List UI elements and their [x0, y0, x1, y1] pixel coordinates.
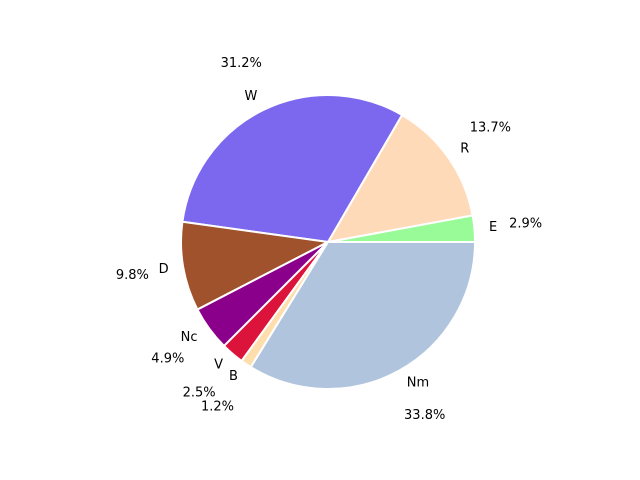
wedge-label: D — [159, 262, 169, 277]
wedge-label: V — [214, 357, 223, 372]
wedge-label: Nm — [407, 376, 429, 391]
percent-label: 13.7% — [470, 120, 511, 135]
pie-wedge — [327, 114, 474, 243]
percent-label: 33.8% — [404, 408, 445, 423]
wedge-label: R — [460, 142, 469, 157]
percent-label: 9.8% — [116, 268, 149, 283]
percent-label: 4.9% — [151, 352, 184, 367]
wedge-label: E — [489, 220, 497, 235]
percent-label: 1.2% — [201, 399, 234, 414]
pie-wedge — [249, 241, 476, 390]
pie-wedge — [181, 94, 404, 243]
wedge-label: Nc — [181, 330, 198, 345]
wedge-label: W — [244, 89, 257, 104]
wedge-label: B — [229, 369, 238, 384]
percent-label: 2.9% — [509, 216, 542, 231]
pie-wedge — [180, 220, 329, 311]
percent-label: 2.5% — [183, 385, 216, 400]
percent-label: 31.2% — [221, 56, 262, 71]
